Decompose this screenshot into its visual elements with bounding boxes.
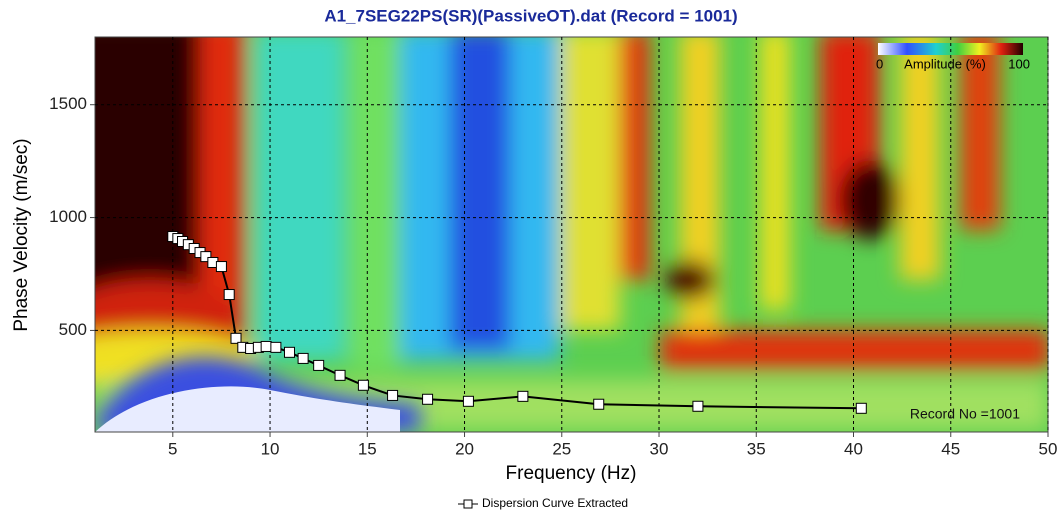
- legend: Dispersion Curve Extracted: [458, 496, 628, 510]
- dispersion-point: [297, 352, 309, 364]
- dispersion-point: [692, 400, 704, 412]
- x-tick-label: 25: [552, 439, 571, 458]
- x-tick-label: 40: [844, 439, 863, 458]
- x-tick-label: 35: [747, 439, 766, 458]
- dispersion-point: [270, 341, 282, 353]
- dispersion-point: [357, 379, 369, 391]
- x-tick-label: 45: [941, 439, 960, 458]
- annotation: Record No =1001: [910, 406, 1020, 422]
- dispersion-point: [462, 395, 474, 407]
- x-tick-label: 10: [261, 439, 280, 458]
- dispersion-point: [517, 390, 529, 402]
- dispersion-point: [200, 251, 212, 263]
- dispersion-point: [855, 402, 867, 414]
- dispersion-point: [223, 289, 235, 301]
- legend-label: Dispersion Curve Extracted: [482, 496, 628, 510]
- dispersion-point: [283, 346, 295, 358]
- dispersion-point: [230, 332, 242, 344]
- x-tick-label: 30: [650, 439, 669, 458]
- colorbar-title: Amplitude (%): [904, 56, 986, 71]
- y-tick-label: 1500: [49, 94, 87, 113]
- amplitude-image: [95, 37, 1048, 432]
- colorbar: 0 Amplitude (%) 100: [876, 43, 1030, 71]
- chart-title: A1_7SEG22PS(SR)(PassiveOT).dat (Record =…: [324, 6, 737, 25]
- dispersion-point: [334, 369, 346, 381]
- legend-marker: [463, 499, 473, 509]
- colorbar-max: 100: [1008, 56, 1030, 71]
- y-tick-label: 1000: [49, 207, 87, 226]
- x-tick-label: 20: [455, 439, 474, 458]
- x-axis-label: Frequency (Hz): [506, 463, 637, 484]
- x-tick-label: 15: [358, 439, 377, 458]
- x-tick-label: 5: [168, 439, 177, 458]
- dispersion-point: [260, 340, 272, 352]
- dispersion-point: [387, 389, 399, 401]
- plot-frame: [94, 36, 1049, 433]
- x-tick-label: 50: [1039, 439, 1058, 458]
- dispersion-point: [215, 261, 227, 273]
- dispersion-point: [422, 393, 434, 405]
- dispersion-point: [313, 359, 325, 371]
- y-tick-label: 500: [59, 320, 87, 339]
- y-axis-label: Phase Velocity (m/sec): [11, 138, 32, 331]
- colorbar-min: 0: [876, 56, 883, 71]
- dispersion-point: [593, 398, 605, 410]
